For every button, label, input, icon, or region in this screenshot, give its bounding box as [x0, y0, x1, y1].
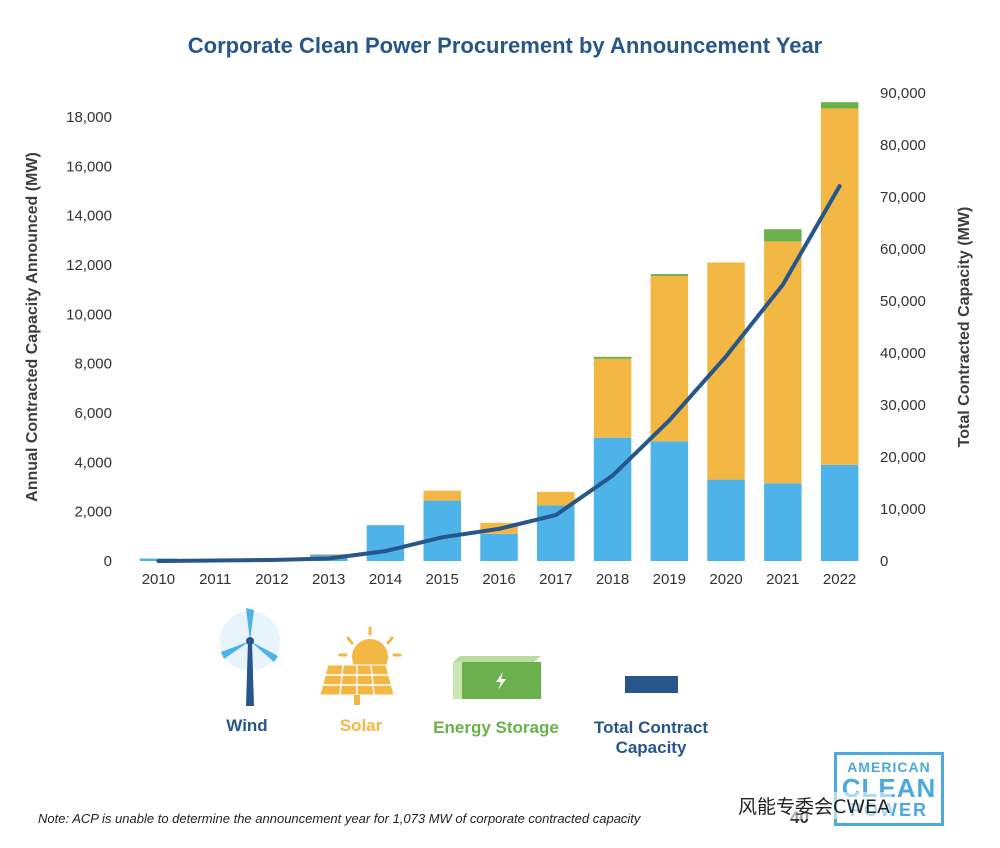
- bar-solar-2022: [820, 108, 859, 465]
- x-tick-label: 2022: [823, 571, 856, 588]
- x-tick-label: 2015: [426, 571, 459, 588]
- right-tick-label: 60,000: [880, 241, 926, 258]
- right-tick-label: 0: [880, 553, 888, 570]
- right-tick-label: 10,000: [880, 501, 926, 518]
- bar-wind-2022: [820, 464, 859, 561]
- left-tick-label: 0: [104, 553, 112, 570]
- bar-solar-2015: [423, 490, 461, 501]
- total-capacity-line: [156, 184, 842, 563]
- x-tick-label: 2012: [255, 571, 288, 588]
- left-tick-label: 4,000: [74, 454, 112, 471]
- legend: Wind Solar: [220, 608, 708, 757]
- right-tick-label: 30,000: [880, 397, 926, 414]
- line-group: [156, 184, 842, 563]
- bar-energy-storage-2019: [650, 274, 689, 277]
- battery-icon: [453, 656, 541, 699]
- left-tick-label: 2,000: [74, 504, 112, 521]
- right-axis-title: Total Contracted Capacity (MW): [956, 207, 973, 448]
- bar-wind-2015: [423, 500, 461, 561]
- bars-group: [139, 102, 859, 561]
- x-tick-label: 2017: [539, 571, 572, 588]
- bar-energy-storage-2021: [764, 229, 802, 242]
- right-axis-ticks: 0 10,000 20,000 30,000 40,000 50,000 60,000 70,…: [880, 85, 926, 570]
- bar-solar-2021: [764, 241, 802, 484]
- left-tick-label: 6,000: [74, 405, 112, 422]
- bar-wind-2019: [650, 441, 689, 561]
- right-tick-label: 50,000: [880, 293, 926, 310]
- wind-turbine-icon: [220, 608, 280, 706]
- right-tick-label: 40,000: [880, 345, 926, 362]
- left-tick-label: 16,000: [66, 158, 112, 175]
- legend-total-label-line1: Total Contract: [594, 718, 708, 737]
- bar-solar-2017: [537, 491, 575, 506]
- x-axis-ticks: 2010 2011 2012 2013 2014 2015 2016 2017 2018 2019…: [142, 571, 857, 588]
- x-tick-label: 2020: [709, 571, 742, 588]
- left-tick-label: 12,000: [66, 257, 112, 274]
- right-tick-label: 20,000: [880, 449, 926, 466]
- x-tick-label: 2016: [482, 571, 515, 588]
- bar-solar-2018: [593, 358, 632, 438]
- bar-wind-2016: [480, 533, 518, 561]
- chart-title: Corporate Clean Power Procurement by Ann…: [188, 33, 823, 58]
- bar-wind-2020: [707, 479, 745, 561]
- solar-panel-icon: [319, 626, 402, 705]
- legend-storage-label: Energy Storage: [433, 718, 559, 737]
- x-tick-label: 2013: [312, 571, 345, 588]
- bar-wind-2021: [764, 483, 802, 561]
- footnote: Note: ACP is unable to determine the ann…: [38, 811, 641, 826]
- x-tick-label: 2014: [369, 571, 402, 588]
- bar-energy-storage-2018: [593, 356, 632, 359]
- left-tick-label: 10,000: [66, 306, 112, 323]
- x-tick-label: 2019: [653, 571, 686, 588]
- bar-solar-2019: [650, 276, 689, 442]
- bar-wind-2018: [593, 437, 632, 561]
- legend-wind-label: Wind: [226, 716, 267, 735]
- right-tick-label: 90,000: [880, 85, 926, 102]
- left-tick-label: 8,000: [74, 356, 112, 373]
- right-tick-label: 70,000: [880, 189, 926, 206]
- left-axis-ticks: 0 2,000 4,000 6,000 8,000 10,000 12,000 14,000 1…: [66, 109, 112, 570]
- logo-line-1: AMERICAN: [847, 759, 931, 775]
- x-tick-label: 2021: [766, 571, 799, 588]
- bar-solar-2013: [310, 554, 348, 555]
- x-tick-label: 2010: [142, 571, 175, 588]
- x-tick-label: 2011: [199, 571, 231, 588]
- left-axis-title: Annual Contracted Capacity Announced (MW…: [24, 152, 41, 502]
- bar-wind-2014: [366, 525, 405, 561]
- bar-energy-storage-2022: [820, 102, 859, 109]
- watermark: 风能专委会CWEA: [736, 792, 893, 819]
- legend-total-swatch: [625, 676, 678, 693]
- right-tick-label: 80,000: [880, 137, 926, 154]
- x-tick-label: 2018: [596, 571, 629, 588]
- left-tick-label: 18,000: [66, 109, 112, 126]
- legend-solar-label: Solar: [340, 716, 383, 735]
- left-tick-label: 14,000: [66, 208, 112, 225]
- legend-total-label-line2: Capacity: [616, 738, 687, 757]
